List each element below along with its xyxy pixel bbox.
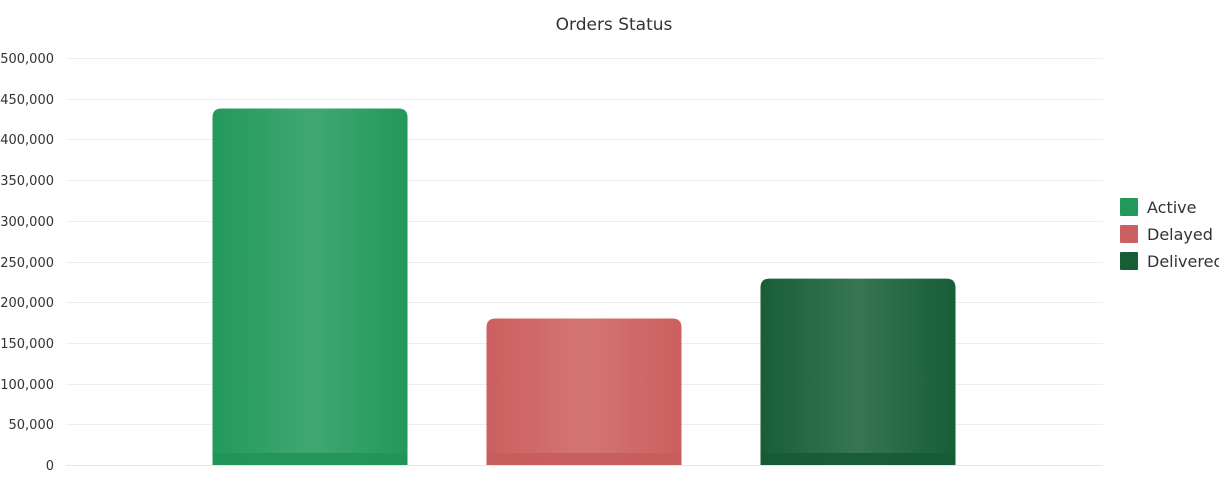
bar-body <box>760 278 956 465</box>
bar-body <box>486 318 682 465</box>
y-tick-label: 50,000 <box>9 418 55 433</box>
y-tick-label: 450,000 <box>0 93 54 108</box>
legend-label: Delivered <box>1147 252 1219 271</box>
legend-label: Active <box>1147 198 1197 217</box>
y-tick-label: 400,000 <box>0 133 54 148</box>
legend-swatch <box>1120 252 1138 270</box>
chart-title: Orders Status <box>556 15 673 35</box>
legend-label: Delayed <box>1147 225 1213 244</box>
bar-delivered <box>760 278 956 465</box>
y-tick-label: 350,000 <box>0 174 54 189</box>
legend-item-delivered[interactable]: Delivered <box>1120 252 1219 271</box>
y-tick-label: 100,000 <box>0 378 54 393</box>
bar-base <box>760 453 956 465</box>
y-tick-label: 0 <box>46 459 54 474</box>
legend-item-active[interactable]: Active <box>1120 198 1197 217</box>
bar-body <box>212 108 408 465</box>
legend-swatch <box>1120 198 1138 216</box>
legend: Active Delayed Delivered <box>1120 198 1219 271</box>
legend-item-delayed[interactable]: Delayed <box>1120 225 1213 244</box>
bar-base <box>486 453 682 465</box>
y-tick-label: 500,000 <box>0 52 54 67</box>
bar-delayed <box>486 318 682 465</box>
y-tick-label: 250,000 <box>0 256 54 271</box>
bar-base <box>212 453 408 465</box>
y-tick-label: 300,000 <box>0 215 54 230</box>
y-axis-tick-labels: 0 50,000 100,000 150,000 200,000 250,000 300,0… <box>0 52 54 474</box>
y-tick-label: 150,000 <box>0 337 54 352</box>
bars <box>212 108 956 465</box>
bar-active <box>212 108 408 465</box>
y-tick-label: 200,000 <box>0 296 54 311</box>
legend-swatch <box>1120 225 1138 243</box>
